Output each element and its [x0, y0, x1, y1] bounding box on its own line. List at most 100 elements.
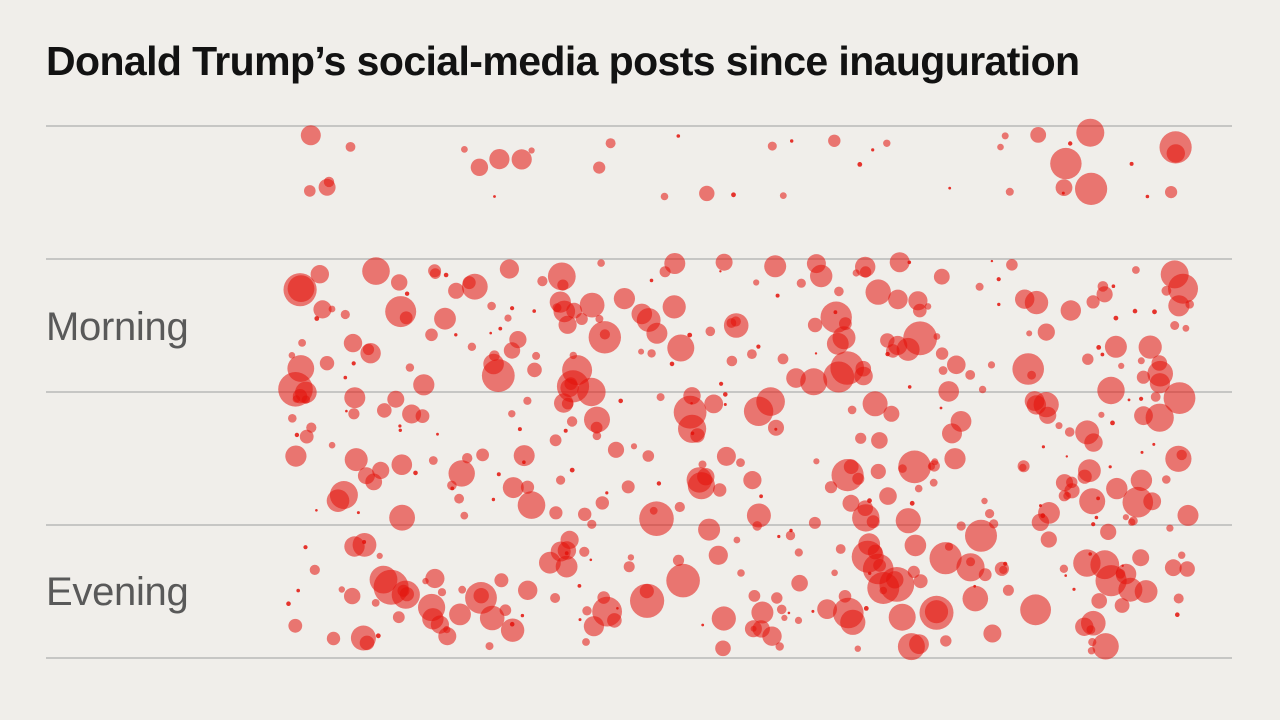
data-point — [1100, 523, 1117, 541]
data-point — [756, 344, 761, 349]
data-point — [687, 332, 693, 338]
data-point — [588, 321, 621, 354]
data-point — [863, 606, 869, 611]
data-point — [857, 162, 863, 167]
data-point — [509, 621, 515, 627]
data-point — [1160, 260, 1189, 289]
data-point — [503, 342, 521, 359]
data-point — [771, 592, 783, 604]
morning-label: Morning — [46, 305, 189, 349]
data-point — [1159, 131, 1192, 164]
data-point — [907, 385, 912, 389]
data-point — [405, 363, 415, 372]
data-point — [430, 615, 449, 634]
data-point — [965, 370, 976, 380]
data-point — [764, 255, 787, 278]
data-point — [705, 326, 716, 337]
data-point — [1012, 353, 1044, 385]
data-point — [398, 424, 402, 428]
data-point — [888, 335, 908, 356]
data-point — [975, 282, 984, 291]
data-point — [794, 616, 803, 625]
data-point — [338, 586, 345, 593]
data-point — [288, 618, 303, 633]
data-point — [981, 497, 988, 505]
data-point — [1031, 513, 1050, 531]
data-point — [1055, 422, 1063, 430]
data-point — [1001, 132, 1009, 140]
data-point — [800, 368, 828, 396]
data-point — [768, 419, 784, 436]
data-point — [996, 277, 1001, 282]
data-point — [715, 640, 731, 657]
data-point — [1077, 469, 1092, 484]
data-point — [418, 593, 446, 622]
data-point — [855, 432, 867, 444]
data-point — [1122, 486, 1154, 518]
data-point — [487, 301, 496, 311]
data-point — [1140, 450, 1144, 454]
data-point — [566, 416, 578, 427]
data-point — [1185, 300, 1194, 309]
data-point — [549, 506, 563, 520]
data-point — [888, 289, 908, 310]
data-point — [929, 542, 962, 575]
data-point — [638, 348, 645, 355]
data-point — [345, 409, 348, 413]
data-point — [1100, 352, 1105, 357]
data-point — [753, 279, 760, 286]
data-point — [1098, 411, 1105, 418]
data-point — [866, 515, 880, 529]
data-point — [743, 471, 762, 490]
data-point — [659, 266, 671, 278]
data-point — [646, 322, 668, 344]
data-point — [759, 494, 763, 499]
data-point — [511, 149, 532, 170]
data-point — [711, 606, 736, 631]
data-point — [476, 448, 489, 462]
data-point — [502, 477, 524, 499]
data-point — [306, 422, 317, 433]
data-point — [627, 554, 635, 561]
data-point — [448, 460, 475, 487]
data-point — [577, 584, 582, 588]
data-point — [597, 259, 605, 267]
data-point — [909, 500, 915, 506]
data-point — [1128, 518, 1136, 526]
data-point — [436, 432, 439, 436]
data-point — [895, 508, 921, 534]
data-point — [885, 351, 890, 357]
data-point — [823, 361, 855, 393]
data-point — [605, 138, 616, 149]
data-point — [746, 503, 771, 528]
data-point — [1113, 315, 1119, 321]
data-point — [369, 565, 398, 594]
data-point — [404, 291, 410, 296]
data-point — [517, 491, 546, 519]
data-point — [1173, 593, 1184, 604]
data-point — [781, 614, 788, 622]
data-point — [593, 161, 606, 174]
grid-lines — [46, 125, 1232, 659]
data-point — [1064, 427, 1075, 437]
data-point — [500, 618, 525, 642]
data-point — [578, 618, 582, 622]
data-point — [413, 374, 435, 396]
data-point — [744, 620, 762, 638]
data-point — [1177, 504, 1199, 526]
data-point — [489, 331, 493, 335]
data-point — [690, 428, 705, 443]
data-point — [831, 569, 838, 577]
data-point — [315, 509, 318, 512]
data-point — [1127, 398, 1131, 402]
data-point — [454, 493, 464, 504]
data-point — [377, 403, 392, 418]
data-point — [787, 611, 791, 615]
data-point — [326, 631, 341, 646]
data-point — [1132, 308, 1138, 314]
data-point — [950, 411, 972, 432]
data-point — [1114, 598, 1130, 613]
data-point — [1066, 476, 1078, 488]
data-point — [1118, 362, 1125, 369]
data-point — [956, 553, 985, 582]
